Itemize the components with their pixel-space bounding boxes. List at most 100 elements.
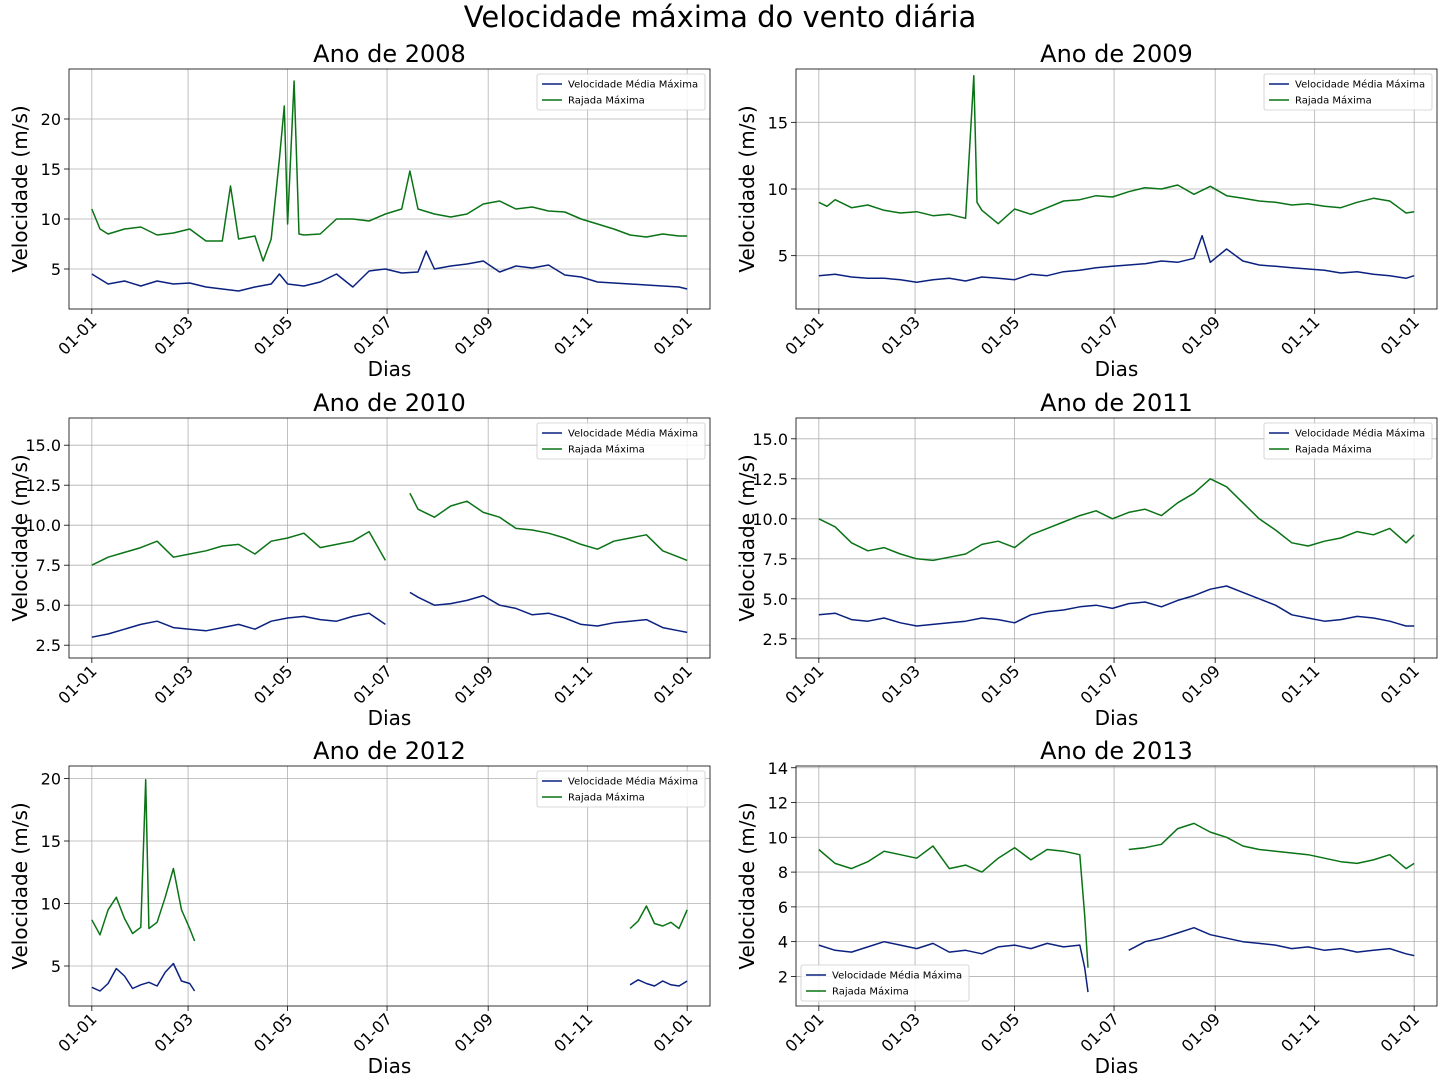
legend-box: [536, 422, 706, 460]
x-tick-label: 01-03: [878, 661, 924, 707]
x-tick-label: 01-01: [650, 661, 696, 707]
y-tick-label: 20: [41, 770, 61, 789]
series-line-velocidade-media: [818, 585, 1415, 627]
y-tick-label: 2.5: [763, 630, 788, 649]
x-tick-label: 01-11: [1277, 312, 1323, 358]
x-tick-label: 01-01: [650, 1009, 696, 1055]
y-tick-label: 8: [778, 863, 788, 882]
y-axis-label: Velocidade (m/s): [735, 802, 759, 969]
y-tick-label: 15.0: [752, 430, 788, 449]
x-tick-label: 01-01: [54, 312, 100, 358]
y-tick-label: 2.5: [36, 636, 61, 655]
y-tick-label: 15: [41, 832, 61, 851]
legend: Velocidade Média Máxima Rajada Máxima: [536, 770, 706, 808]
legend-label: Velocidade Média Máxima: [1295, 428, 1425, 440]
x-tick-label: 01-07: [1077, 661, 1123, 707]
legend: Velocidade Média Máxima Rajada Máxima: [1263, 73, 1433, 111]
x-axis-label: Dias: [368, 1054, 412, 1078]
y-axis-label: Velocidade (m/s): [8, 454, 32, 621]
legend-label: Velocidade Média Máxima: [568, 776, 698, 788]
chart-title: Ano de 2012: [313, 737, 466, 765]
y-tick-label: 15: [41, 160, 61, 179]
legend-label: Rajada Máxima: [568, 444, 645, 456]
x-tick-label: 01-09: [451, 661, 497, 707]
legend-label: Velocidade Média Máxima: [832, 970, 962, 982]
y-tick-label: 5: [51, 260, 61, 279]
x-tick-label: 01-09: [451, 1009, 497, 1055]
legend-label: Rajada Máxima: [832, 986, 909, 998]
series-line-rajada: [818, 74, 1415, 225]
y-tick-label: 10: [41, 895, 61, 914]
x-tick-label: 01-11: [1277, 1009, 1323, 1055]
x-tick-label: 01-07: [350, 661, 396, 707]
x-tick-label: 01-11: [1277, 661, 1323, 707]
y-axis-label: Velocidade (m/s): [735, 105, 759, 272]
x-tick-label: 01-01: [781, 1009, 827, 1055]
y-tick-label: 10: [768, 180, 788, 199]
legend-label: Rajada Máxima: [568, 792, 645, 804]
y-tick-label: 6: [778, 898, 788, 917]
axes-frame: [68, 417, 711, 659]
x-tick-label: 01-05: [250, 312, 296, 358]
x-tick-label: 01-03: [151, 312, 197, 358]
x-tick-label: 01-09: [1178, 312, 1224, 358]
y-tick-label: 10: [768, 828, 788, 847]
y-tick-label: 10.0: [752, 510, 788, 529]
x-tick-label: 01-09: [451, 312, 497, 358]
x-tick-label: 01-07: [1077, 312, 1123, 358]
chart-title: Ano de 2009: [1040, 40, 1193, 68]
x-tick-label: 01-05: [250, 661, 296, 707]
x-tick-label: 01-03: [151, 661, 197, 707]
series-line-velocidade-media: [818, 234, 1415, 284]
series-line-velocidade-media: [91, 962, 688, 992]
x-axis-label: Dias: [1095, 706, 1139, 730]
chart-panel-2: Ano de 2010 2.5 5.0 7.5 10.0 12.5 15.0 01-01 01-…: [8, 389, 711, 730]
legend-box: [536, 770, 706, 808]
y-tick-label: 5.0: [763, 590, 788, 609]
y-tick-label: 5: [778, 247, 788, 266]
series-line-velocidade-media: [91, 591, 688, 638]
y-axis-label: Velocidade (m/s): [8, 802, 32, 969]
y-tick-label: 12: [768, 794, 788, 813]
x-axis-label: Dias: [1095, 357, 1139, 381]
x-tick-label: 01-11: [550, 1009, 596, 1055]
x-axis-label: Dias: [368, 357, 412, 381]
series-line-velocidade-media: [91, 250, 688, 292]
y-axis-label: Velocidade (m/s): [8, 105, 32, 272]
y-tick-label: 2: [778, 967, 788, 986]
axes-frame: [68, 765, 711, 1007]
chart-panel-4: Ano de 2012 5 10 15 20 01-01 01-03 01-05 01-07 01…: [8, 737, 711, 1078]
x-axis-label: Dias: [368, 706, 412, 730]
figure-title: Velocidade máxima do vento diária: [463, 0, 977, 34]
y-tick-label: 15.0: [25, 436, 61, 455]
legend: Velocidade Média Máxima Rajada Máxima: [536, 422, 706, 460]
chart-title: Ano de 2008: [313, 40, 466, 68]
y-tick-label: 7.5: [36, 556, 61, 575]
chart-panel-0: Ano de 2008 5 10 15 20 01-01 01-03 01-05 01-07 01…: [8, 40, 711, 381]
axes-frame: [795, 417, 1438, 659]
chart-panel-5: Ano de 2013 2 4 6 8 10 12 14 01-01 01-03 01-05 01-0…: [735, 737, 1438, 1078]
y-tick-label: 5.0: [36, 596, 61, 615]
y-tick-label: 5: [51, 957, 61, 976]
x-tick-label: 01-01: [650, 312, 696, 358]
legend-label: Velocidade Média Máxima: [568, 428, 698, 440]
x-tick-label: 01-01: [54, 1009, 100, 1055]
legend-box: [1263, 422, 1433, 460]
chart-panel-3: Ano de 2011 2.5 5.0 7.5 10.0 12.5 15.0 01-01 01-…: [735, 389, 1438, 730]
x-tick-label: 01-01: [1377, 312, 1423, 358]
x-tick-label: 01-05: [977, 312, 1023, 358]
y-tick-label: 15: [768, 113, 788, 132]
x-tick-label: 01-09: [1178, 661, 1224, 707]
series-line-velocidade-media: [818, 926, 1415, 993]
x-tick-label: 01-03: [878, 312, 924, 358]
x-tick-label: 01-05: [977, 661, 1023, 707]
series-line-rajada: [91, 779, 688, 942]
series-line-rajada: [818, 478, 1415, 562]
x-tick-label: 01-11: [550, 312, 596, 358]
chart-title: Ano de 2010: [313, 389, 466, 417]
y-tick-label: 12.5: [25, 476, 61, 495]
x-tick-label: 01-07: [350, 312, 396, 358]
legend: Velocidade Média Máxima Rajada Máxima: [536, 73, 706, 111]
legend-label: Velocidade Média Máxima: [1295, 79, 1425, 91]
y-axis-label: Velocidade (m/s): [735, 454, 759, 621]
